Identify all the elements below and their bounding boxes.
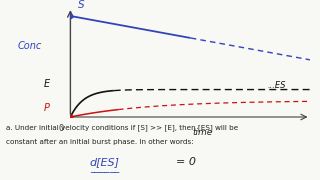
- Text: Conc: Conc: [18, 41, 42, 51]
- Text: S: S: [78, 1, 84, 10]
- Text: d[ES]: d[ES]: [90, 157, 120, 167]
- Text: ...ES: ...ES: [267, 81, 286, 90]
- Text: E: E: [43, 79, 50, 89]
- Text: P: P: [44, 103, 49, 113]
- Text: 0: 0: [58, 124, 63, 133]
- Text: time: time: [192, 128, 212, 137]
- Text: constant after an initial burst phase. In other words:: constant after an initial burst phase. I…: [6, 139, 194, 145]
- Text: ______: ______: [90, 163, 119, 173]
- Text: a. Under initial velocity conditions if [S] >> [E], then [ES] will be: a. Under initial velocity conditions if …: [6, 124, 239, 131]
- Text: = 0: = 0: [176, 157, 196, 167]
